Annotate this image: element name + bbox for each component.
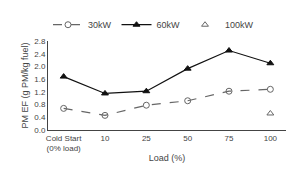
svg-text:25: 25 [142,134,151,143]
svg-text:100kW: 100kW [225,20,254,30]
svg-text:60kW: 60kW [157,20,181,30]
svg-text:0.8: 0.8 [34,100,46,109]
svg-text:0.4: 0.4 [34,113,46,122]
svg-text:Load (%): Load (%) [149,153,186,163]
svg-text:1.2: 1.2 [34,88,46,97]
svg-text:10: 10 [101,134,110,143]
svg-text:0.0: 0.0 [34,126,46,135]
svg-text:1.6: 1.6 [34,75,46,84]
svg-text:30kW: 30kW [88,20,112,30]
svg-text:Cold Start(0% load): Cold Start(0% load) [46,134,82,153]
svg-text:PM EF (g PM/kg fuel): PM EF (g PM/kg fuel) [20,42,30,128]
svg-text:2.8: 2.8 [34,37,46,46]
svg-text:100: 100 [264,134,278,143]
svg-text:50: 50 [183,134,192,143]
svg-text:75: 75 [225,134,234,143]
svg-text:2.0: 2.0 [34,62,46,71]
svg-text:2.4: 2.4 [34,50,46,59]
